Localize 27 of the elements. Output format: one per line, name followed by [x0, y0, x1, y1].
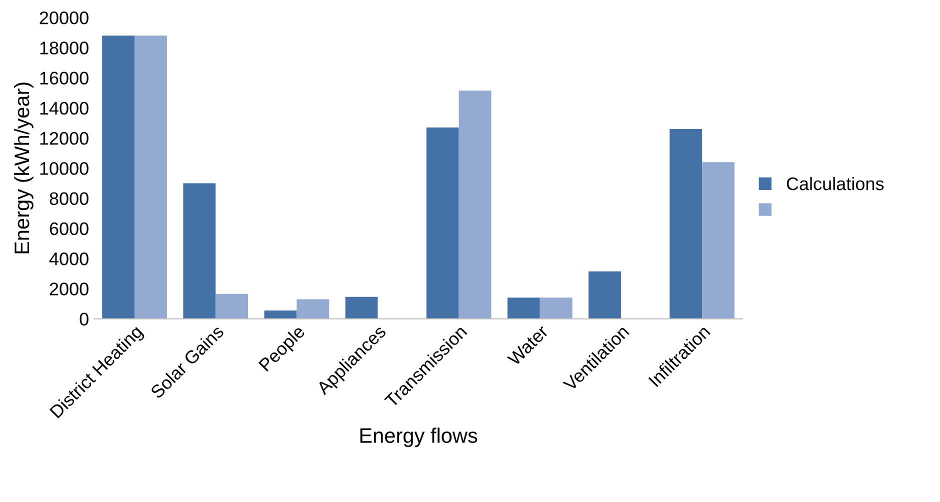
- y-tick-label: 12000: [40, 132, 88, 145]
- y-tick-label: 10000: [40, 162, 88, 175]
- bar: [670, 129, 702, 319]
- bar: [345, 296, 378, 319]
- y-tick-label: 8000: [50, 192, 88, 206]
- y-tick-label: 20000: [40, 12, 88, 24]
- bar: [296, 299, 330, 319]
- y-tick-label: 2000: [50, 282, 88, 296]
- bar: [540, 298, 572, 319]
- bar: [588, 271, 621, 319]
- y-tick-label: 14000: [40, 102, 88, 115]
- bar: [702, 162, 734, 319]
- bar: [134, 36, 167, 319]
- bar: [102, 36, 135, 319]
- bar: [216, 294, 248, 319]
- bar: [183, 183, 216, 319]
- y-tick-label: 6000: [50, 222, 88, 236]
- legend-label: Calculations: [786, 176, 884, 190]
- y-axis-title: Energy (kWh/year): [14, 82, 34, 254]
- x-axis-title: Energy flows: [360, 428, 478, 448]
- y-tick-label: 0: [80, 312, 88, 326]
- bar: [458, 90, 492, 319]
- bar: [426, 128, 459, 319]
- y-tick-label: 4000: [49, 252, 88, 266]
- y-tick-label: 18000: [40, 42, 88, 54]
- bar: [507, 298, 540, 319]
- y-tick-label: 16000: [40, 72, 88, 85]
